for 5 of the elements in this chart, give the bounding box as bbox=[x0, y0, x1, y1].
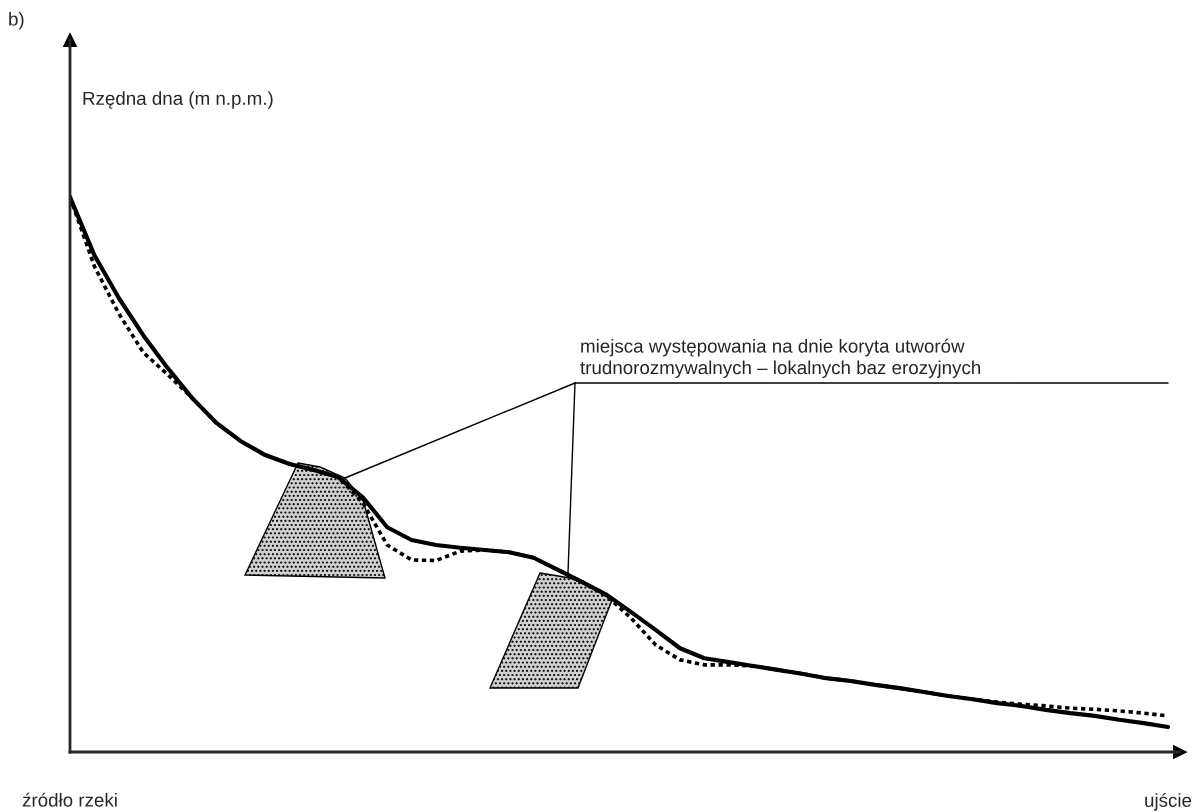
annotation: miejsca występowania na dnie koryta utworów trudnorozmywalnych – lokalnych baz erozyjnych bbox=[580, 338, 981, 378]
x-tick-label: źródło rzeki bbox=[22, 792, 117, 807]
chart-title: b) bbox=[9, 12, 24, 30]
y-axis-title: Rzędna dna (m n.p.m.) bbox=[83, 91, 273, 109]
x-tick-label: ujście bbox=[1145, 792, 1192, 811]
